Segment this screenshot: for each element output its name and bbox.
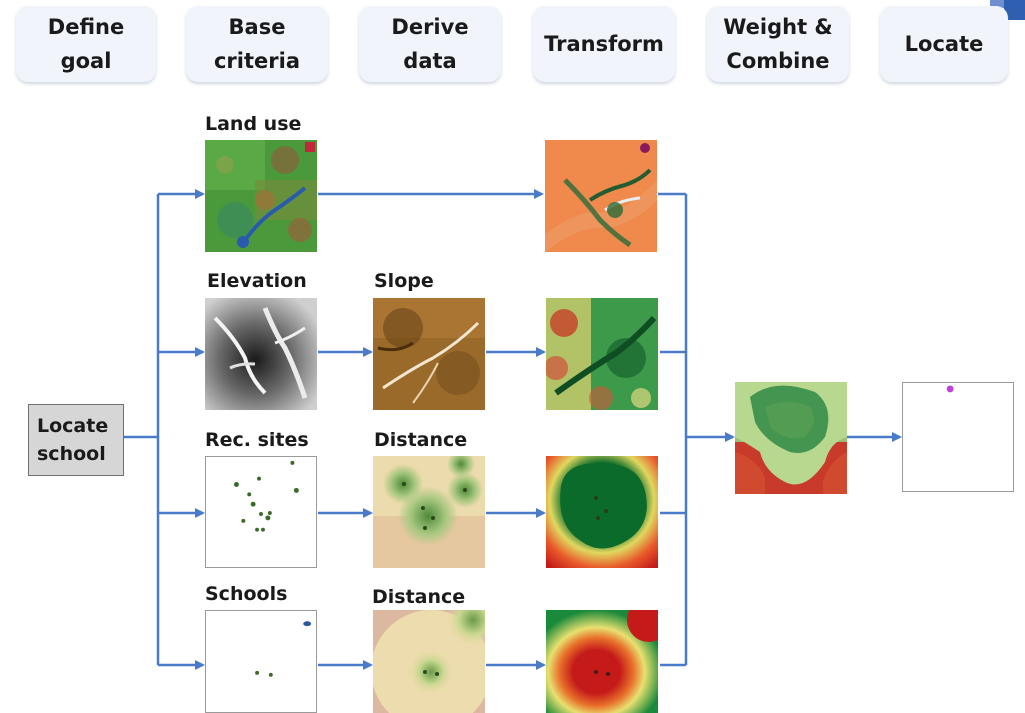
land-use-raster — [205, 140, 317, 252]
step-base-criteria: Base criteria — [186, 6, 328, 82]
step-weight-combine: Weight & Combine — [707, 6, 849, 82]
step-locate-label: Locate — [904, 32, 984, 56]
rec-sites-points — [205, 456, 317, 568]
step-define-goal: Define goal — [16, 6, 156, 82]
schools-points — [205, 610, 317, 713]
slope-transform-raster — [546, 298, 658, 410]
label-land-use: Land use — [205, 113, 302, 135]
result-location-map — [902, 382, 1014, 492]
goal-box: Locate school — [28, 404, 124, 476]
elevation-raster — [205, 298, 317, 410]
step-derive-data-label: Derive data — [391, 15, 469, 73]
rec-sites-distance-raster — [373, 456, 485, 568]
location-point-icon — [946, 385, 954, 393]
label-distance-schools: Distance — [372, 586, 466, 608]
weighted-combined-raster — [735, 382, 847, 494]
step-weight-combine-label: Weight & Combine — [723, 15, 833, 73]
land-use-transform-raster — [545, 140, 657, 252]
corner-decoration — [1004, 0, 1025, 20]
label-elevation: Elevation — [207, 270, 307, 292]
label-distance-rec: Distance — [374, 429, 468, 451]
slope-raster — [373, 298, 485, 410]
goal-label: Locate school — [37, 415, 109, 465]
label-schools: Schools — [205, 583, 288, 605]
step-transform-label: Transform — [544, 32, 664, 56]
step-define-goal-label: Define goal — [47, 15, 125, 73]
schools-distance-raster — [373, 610, 485, 713]
step-transform: Transform — [533, 6, 675, 82]
label-slope: Slope — [374, 270, 434, 292]
corner-decoration-light — [990, 0, 1004, 8]
rec-sites-transform-raster — [546, 456, 658, 568]
step-base-criteria-label: Base criteria — [213, 15, 300, 73]
schools-transform-raster — [546, 610, 658, 713]
label-rec-sites: Rec. sites — [205, 429, 309, 451]
step-derive-data: Derive data — [359, 6, 501, 82]
step-locate: Locate — [880, 6, 1008, 82]
